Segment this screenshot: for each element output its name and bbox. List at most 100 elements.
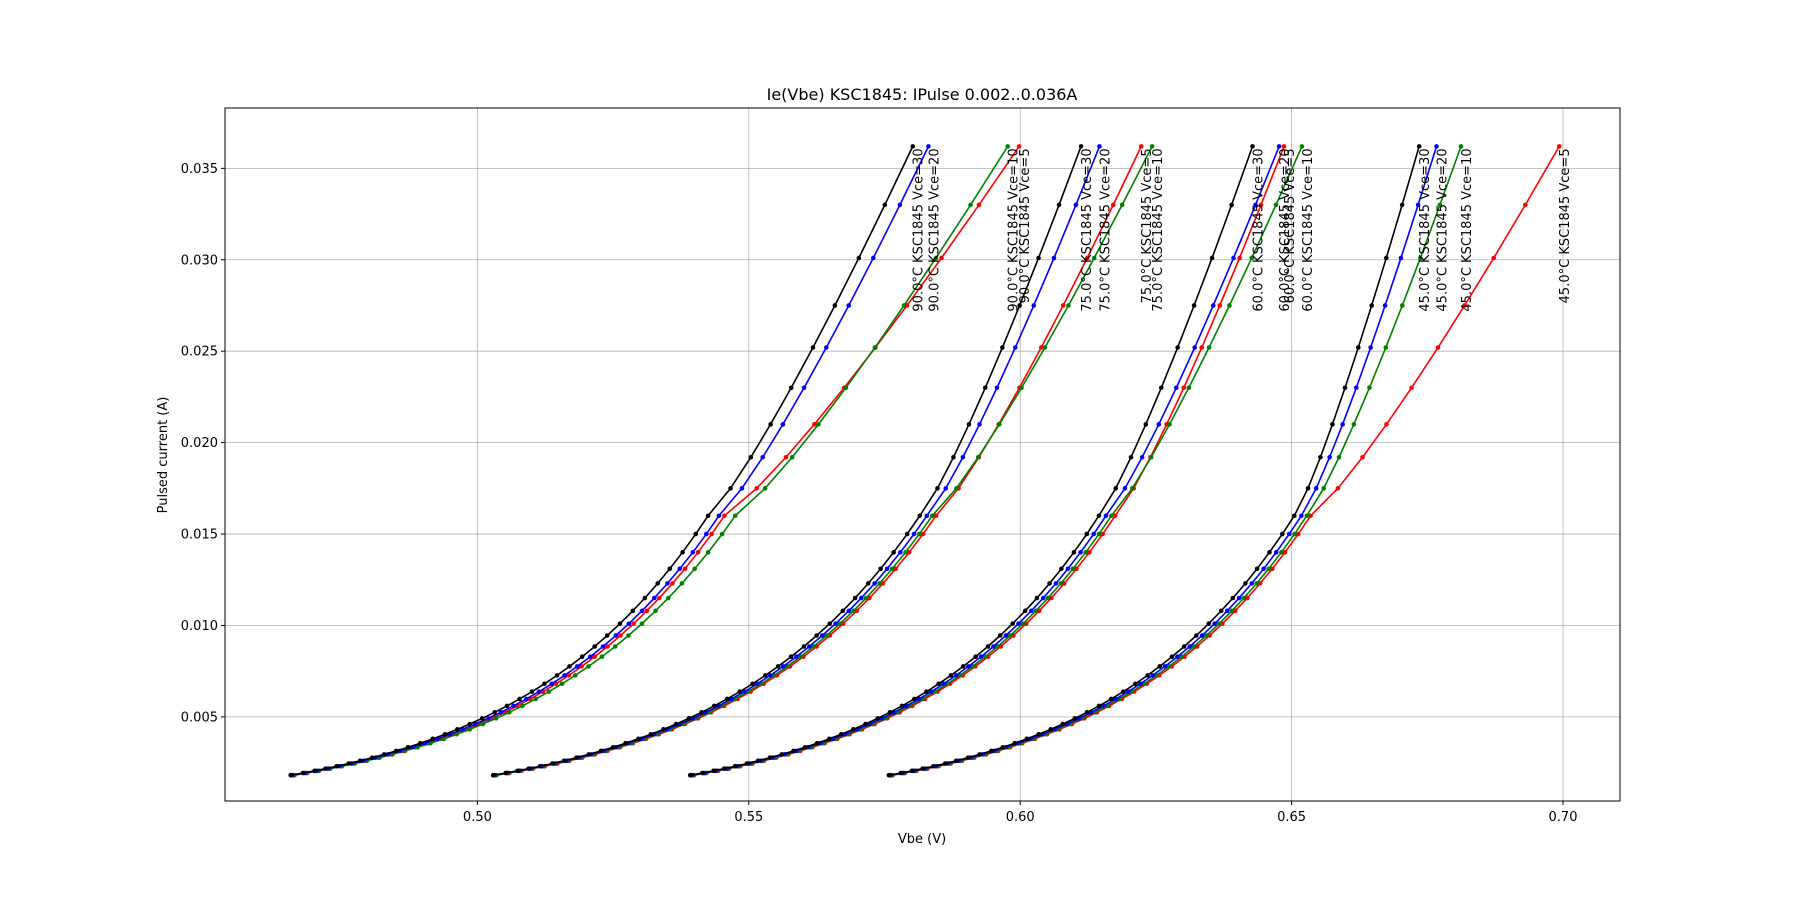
data-point bbox=[1042, 345, 1048, 350]
data-point bbox=[1267, 550, 1272, 555]
data-point bbox=[970, 664, 975, 669]
data-point bbox=[880, 581, 886, 586]
data-point bbox=[574, 755, 579, 760]
chart-title: Ie(Vbe) KSC1845: IPulse 0.002..0.036A bbox=[767, 85, 1078, 104]
data-point bbox=[1227, 303, 1232, 308]
data-point bbox=[1458, 144, 1464, 149]
data-point bbox=[1269, 566, 1275, 572]
data-point bbox=[573, 673, 578, 678]
series-end-label: 60.0°C KSC1845 Vce=10 bbox=[1301, 148, 1316, 311]
data-point bbox=[1231, 255, 1236, 261]
data-point bbox=[1016, 144, 1022, 149]
data-point bbox=[1181, 385, 1187, 391]
data-point bbox=[1398, 255, 1404, 261]
series-end-label: 75.0°C KSC1845 Vce=30 bbox=[1080, 148, 1095, 311]
data-point bbox=[1356, 345, 1361, 350]
data-point bbox=[884, 566, 890, 572]
data-point bbox=[989, 748, 994, 754]
series-end-label: 45.0°C KSC1845 Vce=10 bbox=[1460, 148, 1475, 311]
data-point bbox=[1045, 595, 1051, 601]
data-point bbox=[973, 654, 978, 660]
data-point bbox=[791, 748, 796, 754]
data-point bbox=[1249, 581, 1255, 586]
data-point bbox=[1383, 345, 1389, 350]
data-point bbox=[498, 710, 504, 715]
data-point bbox=[1156, 422, 1162, 427]
data-point bbox=[312, 768, 317, 774]
data-point bbox=[1342, 385, 1348, 391]
data-point bbox=[467, 727, 473, 732]
data-point bbox=[931, 763, 936, 769]
data-point bbox=[754, 486, 759, 491]
data-point bbox=[775, 664, 781, 669]
data-point bbox=[1091, 531, 1096, 537]
data-point bbox=[613, 633, 619, 638]
data-point bbox=[794, 654, 799, 660]
data-point bbox=[667, 566, 673, 572]
data-point bbox=[1128, 454, 1134, 460]
data-point bbox=[1096, 513, 1102, 519]
data-point bbox=[754, 681, 760, 687]
data-point bbox=[536, 689, 542, 694]
data-point bbox=[381, 752, 387, 757]
data-point bbox=[520, 703, 525, 709]
y-tick-label: 0.035 bbox=[181, 162, 218, 177]
data-point bbox=[1336, 454, 1342, 460]
data-point bbox=[1335, 486, 1341, 491]
data-point bbox=[665, 581, 670, 586]
data-point bbox=[693, 531, 699, 537]
y-tick-label: 0.005 bbox=[181, 710, 218, 725]
data-point bbox=[586, 752, 592, 757]
data-point bbox=[1369, 303, 1374, 308]
data-point bbox=[911, 531, 917, 537]
data-point bbox=[982, 385, 988, 391]
data-point bbox=[430, 736, 436, 742]
data-point bbox=[872, 581, 877, 586]
data-point bbox=[599, 654, 605, 660]
data-point bbox=[680, 550, 685, 555]
data-point bbox=[455, 727, 460, 732]
data-point bbox=[618, 633, 623, 638]
data-point bbox=[814, 633, 819, 638]
series-end-label: 60.0°C KSC1845 Vce=30 bbox=[1252, 148, 1267, 311]
data-point bbox=[1053, 581, 1059, 586]
data-point bbox=[780, 422, 786, 427]
data-point bbox=[867, 595, 872, 601]
data-point bbox=[1281, 144, 1287, 149]
data-point bbox=[975, 454, 981, 460]
data-point bbox=[493, 716, 499, 721]
data-point bbox=[1033, 608, 1039, 614]
data-point bbox=[858, 595, 864, 601]
y-tick-label: 0.010 bbox=[181, 619, 218, 634]
data-point bbox=[1066, 303, 1071, 308]
data-point bbox=[288, 772, 293, 778]
series-end-label: 75.0°C KSC1845 Vce=10 bbox=[1151, 148, 1166, 311]
data-point bbox=[941, 681, 946, 687]
data-point bbox=[924, 689, 929, 694]
data-point bbox=[1036, 255, 1041, 261]
data-point bbox=[1040, 595, 1046, 601]
data-point bbox=[1313, 486, 1319, 491]
x-tick-label: 0.60 bbox=[1006, 810, 1035, 825]
data-point bbox=[1194, 633, 1199, 638]
data-point bbox=[1236, 595, 1242, 601]
data-point bbox=[1013, 345, 1018, 350]
data-point bbox=[1368, 345, 1373, 350]
data-point bbox=[1060, 721, 1066, 727]
data-point bbox=[670, 581, 675, 586]
data-point bbox=[1078, 144, 1084, 149]
data-point bbox=[901, 303, 907, 308]
data-point bbox=[1523, 202, 1528, 208]
data-point bbox=[1133, 681, 1138, 687]
data-point bbox=[783, 454, 789, 460]
data-point bbox=[1074, 566, 1079, 572]
data-point bbox=[679, 581, 685, 586]
data-point bbox=[1097, 144, 1102, 149]
data-point bbox=[1280, 531, 1285, 537]
x-axis-label: Vbe (V) bbox=[898, 832, 946, 847]
series-3 bbox=[886, 144, 1422, 778]
data-point bbox=[1210, 303, 1216, 308]
data-point bbox=[1199, 345, 1205, 350]
data-point bbox=[1276, 144, 1282, 149]
data-point bbox=[1143, 422, 1149, 427]
